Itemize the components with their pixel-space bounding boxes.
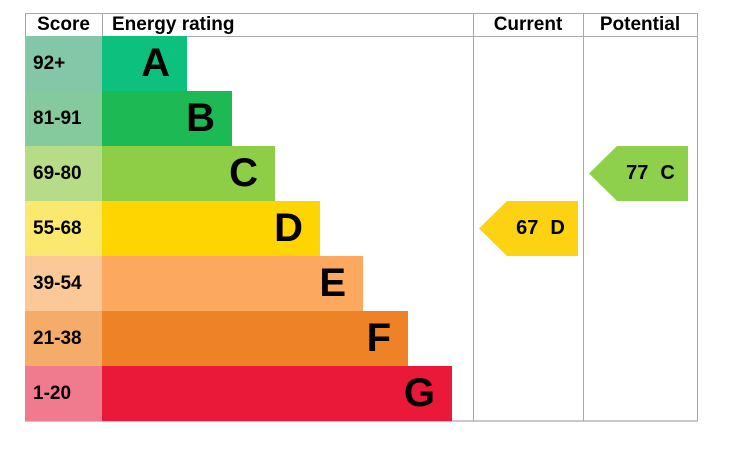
score-range-label-e: 39-54 — [25, 256, 102, 311]
header-bottom-border — [25, 36, 698, 37]
score-range-label-d: 55-68 — [25, 201, 102, 256]
header-energy-rating: Energy rating — [112, 14, 235, 35]
energy-band-bar-c: C — [102, 146, 275, 201]
score-range-label-b: 81-91 — [25, 91, 102, 146]
energy-band-bar-g: G — [102, 366, 452, 421]
score-range-label-g: 1-20 — [25, 366, 102, 421]
energy-band-bar-f: F — [102, 311, 408, 366]
band-row-a: 92+ A — [0, 36, 738, 91]
band-row-e: 39-54 E — [0, 256, 738, 311]
header-current: Current — [493, 14, 563, 35]
current-rating-grade: D — [550, 217, 565, 239]
energy-band-bar-b: B — [102, 91, 232, 146]
potential-column-left-divider — [583, 13, 584, 421]
table-bottom-border — [25, 420, 698, 422]
energy-band-bar-d: D — [102, 201, 320, 256]
energy-band-bar-e: E — [102, 256, 363, 311]
band-row-d: 55-68 D — [0, 201, 738, 256]
current-column-left-divider — [473, 13, 474, 421]
score-range-label-c: 69-80 — [25, 146, 102, 201]
band-row-f: 21-38 F — [0, 311, 738, 366]
band-row-c: 69-80 C — [0, 146, 738, 201]
table-top-border — [25, 13, 698, 14]
energy-band-bar-a: A — [102, 36, 187, 91]
header-potential: Potential — [599, 14, 681, 35]
score-range-label-f: 21-38 — [25, 311, 102, 366]
potential-rating-value: 77 — [626, 162, 649, 184]
band-row-g: 1-20 G — [0, 366, 738, 421]
score-range-label-a: 92+ — [25, 36, 102, 91]
band-row-b: 81-91 B — [0, 91, 738, 146]
current-rating-value: 67 — [516, 217, 539, 239]
table-right-border — [697, 13, 698, 421]
header-score: Score — [37, 14, 90, 35]
potential-rating-grade: C — [660, 162, 675, 184]
